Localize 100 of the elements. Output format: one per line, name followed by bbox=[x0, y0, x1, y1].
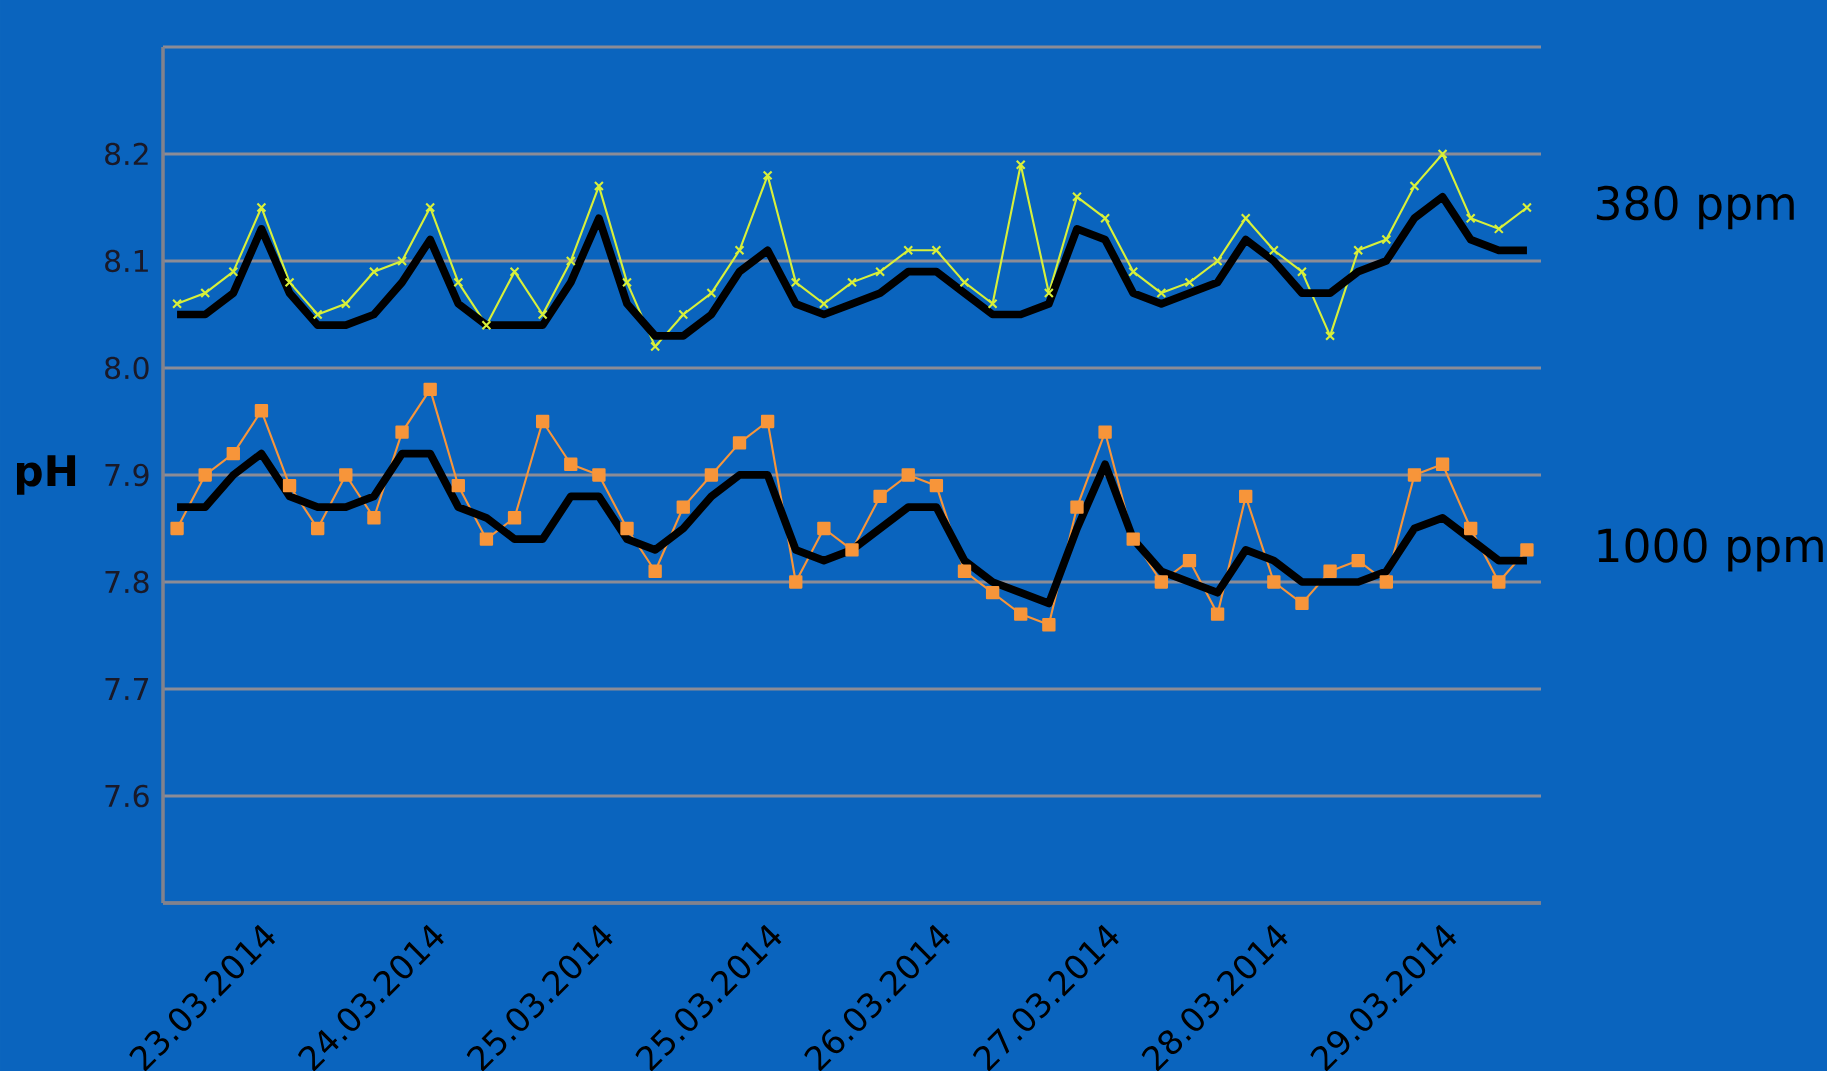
point bbox=[509, 266, 520, 277]
point bbox=[1184, 277, 1195, 288]
point bbox=[1521, 202, 1532, 213]
point bbox=[1015, 159, 1026, 170]
point bbox=[901, 468, 915, 482]
point bbox=[284, 277, 295, 288]
point bbox=[226, 446, 240, 461]
point bbox=[1070, 500, 1084, 514]
point bbox=[760, 414, 775, 429]
point bbox=[170, 521, 184, 536]
point bbox=[846, 277, 858, 288]
point bbox=[1493, 223, 1504, 234]
point bbox=[423, 382, 437, 397]
point bbox=[1128, 266, 1139, 277]
point bbox=[339, 468, 353, 482]
point bbox=[1071, 191, 1083, 202]
point bbox=[1296, 266, 1307, 277]
point bbox=[1351, 553, 1365, 568]
point bbox=[535, 414, 550, 429]
point bbox=[957, 564, 972, 578]
point bbox=[732, 436, 747, 450]
point bbox=[1126, 532, 1140, 546]
point bbox=[985, 586, 1000, 600]
point bbox=[200, 288, 211, 299]
y-tick-label: 7.8 bbox=[105, 570, 149, 594]
point bbox=[987, 298, 998, 309]
point bbox=[734, 245, 745, 256]
point bbox=[1379, 575, 1394, 589]
point bbox=[678, 309, 689, 320]
point bbox=[1212, 255, 1223, 267]
point bbox=[1323, 564, 1337, 578]
series-label: 1000 ppm bbox=[1598, 528, 1823, 572]
point bbox=[1182, 553, 1197, 568]
y-tick-label: 7.9 bbox=[105, 463, 149, 487]
point bbox=[1043, 288, 1054, 299]
point bbox=[312, 309, 323, 320]
point bbox=[1492, 575, 1506, 589]
point bbox=[845, 543, 859, 557]
point bbox=[565, 255, 576, 267]
point bbox=[622, 277, 633, 288]
point bbox=[425, 202, 436, 213]
point bbox=[340, 298, 351, 309]
point bbox=[790, 277, 801, 288]
point bbox=[1437, 148, 1448, 160]
point bbox=[648, 564, 662, 578]
point bbox=[1520, 543, 1534, 557]
point bbox=[1014, 607, 1028, 621]
point bbox=[228, 266, 239, 277]
point bbox=[397, 255, 408, 267]
point bbox=[1154, 575, 1169, 589]
point bbox=[395, 425, 409, 439]
point bbox=[479, 532, 494, 546]
point bbox=[762, 170, 773, 181]
point bbox=[1156, 288, 1167, 299]
point bbox=[564, 457, 578, 471]
point bbox=[481, 320, 492, 331]
point bbox=[453, 277, 464, 288]
point bbox=[1267, 575, 1281, 589]
point bbox=[1295, 596, 1309, 611]
point bbox=[1409, 181, 1420, 192]
point bbox=[620, 521, 634, 536]
point bbox=[929, 479, 944, 493]
point bbox=[789, 575, 803, 589]
point bbox=[256, 202, 267, 213]
point bbox=[704, 468, 719, 482]
point bbox=[592, 468, 606, 482]
point bbox=[367, 511, 381, 525]
y-tick-label: 8.2 bbox=[105, 142, 148, 166]
y-tick-label: 7.6 bbox=[105, 784, 149, 808]
point bbox=[1268, 245, 1279, 256]
point bbox=[1240, 213, 1251, 224]
y-tick-label: 7.7 bbox=[105, 678, 149, 700]
y-tick-label: 8.1 bbox=[105, 249, 148, 273]
point bbox=[873, 489, 887, 504]
point bbox=[903, 245, 914, 256]
point bbox=[198, 468, 212, 482]
point bbox=[1435, 457, 1450, 471]
point bbox=[368, 266, 379, 277]
point bbox=[818, 298, 829, 309]
point bbox=[1353, 245, 1364, 256]
point bbox=[172, 298, 183, 309]
y-axis-title: pH bbox=[16, 455, 76, 495]
point bbox=[311, 521, 325, 536]
point bbox=[1381, 234, 1392, 245]
point bbox=[1100, 213, 1111, 224]
point bbox=[1325, 330, 1336, 341]
point bbox=[537, 309, 548, 320]
point bbox=[1042, 618, 1056, 632]
point bbox=[1098, 425, 1112, 439]
point bbox=[959, 277, 970, 288]
point bbox=[451, 479, 465, 493]
point bbox=[875, 266, 886, 277]
point bbox=[1407, 468, 1422, 482]
y-tick-label: 8.0 bbox=[105, 356, 149, 380]
point bbox=[1210, 607, 1225, 621]
series-label: 380 ppm bbox=[1596, 185, 1794, 230]
point bbox=[676, 500, 690, 514]
point bbox=[931, 245, 942, 256]
point bbox=[593, 181, 604, 192]
point bbox=[507, 511, 522, 525]
